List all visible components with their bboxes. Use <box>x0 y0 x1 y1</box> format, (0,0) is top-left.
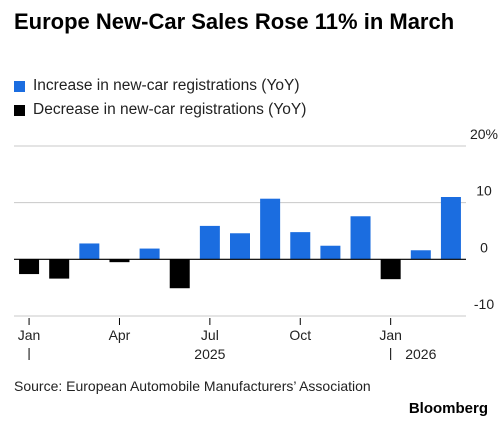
bar <box>320 245 341 260</box>
source-note: Source: European Automobile Manufacturer… <box>14 378 371 394</box>
bar <box>290 232 311 260</box>
bar <box>19 259 40 275</box>
bar <box>230 233 250 260</box>
bar <box>169 259 190 289</box>
y-tick-label: 0 <box>480 239 488 255</box>
bar <box>440 197 461 260</box>
bar <box>49 259 70 279</box>
y-tick-label: 20% <box>470 126 498 142</box>
chart-title: Europe New-Car Sales Rose 11% in March <box>14 9 455 34</box>
x-tick-label: Apr <box>109 327 131 343</box>
bar <box>410 250 431 260</box>
bar <box>109 259 130 263</box>
legend-swatch-decrease <box>14 104 25 116</box>
year-label: 2025 <box>194 346 225 362</box>
legend-item-decrease: Decrease in new-car registrations (YoY) <box>14 98 306 122</box>
brand-logo-text: Bloomberg <box>408 400 488 417</box>
bar <box>199 225 220 260</box>
bar <box>79 243 100 260</box>
x-tick-label: Jan <box>379 327 402 343</box>
legend: Increase in new-car registrations (YoY) … <box>14 74 306 122</box>
bar <box>350 216 371 260</box>
bar <box>139 248 160 260</box>
legend-swatch-increase <box>14 80 25 92</box>
legend-label-decrease: Decrease in new-car registrations (YoY) <box>33 101 307 118</box>
legend-item-increase: Increase in new-car registrations (YoY) <box>14 74 306 98</box>
x-tick-label: Jan <box>18 327 41 343</box>
y-tick-label: -10 <box>474 296 494 312</box>
x-tick-label: Oct <box>289 327 311 343</box>
x-tick-label: Jul <box>201 327 219 343</box>
year-label: 2026 <box>405 346 436 362</box>
y-tick-label: 10 <box>476 183 492 199</box>
legend-label-increase: Increase in new-car registrations (YoY) <box>33 77 300 94</box>
bar <box>260 198 281 260</box>
bar <box>380 259 401 280</box>
